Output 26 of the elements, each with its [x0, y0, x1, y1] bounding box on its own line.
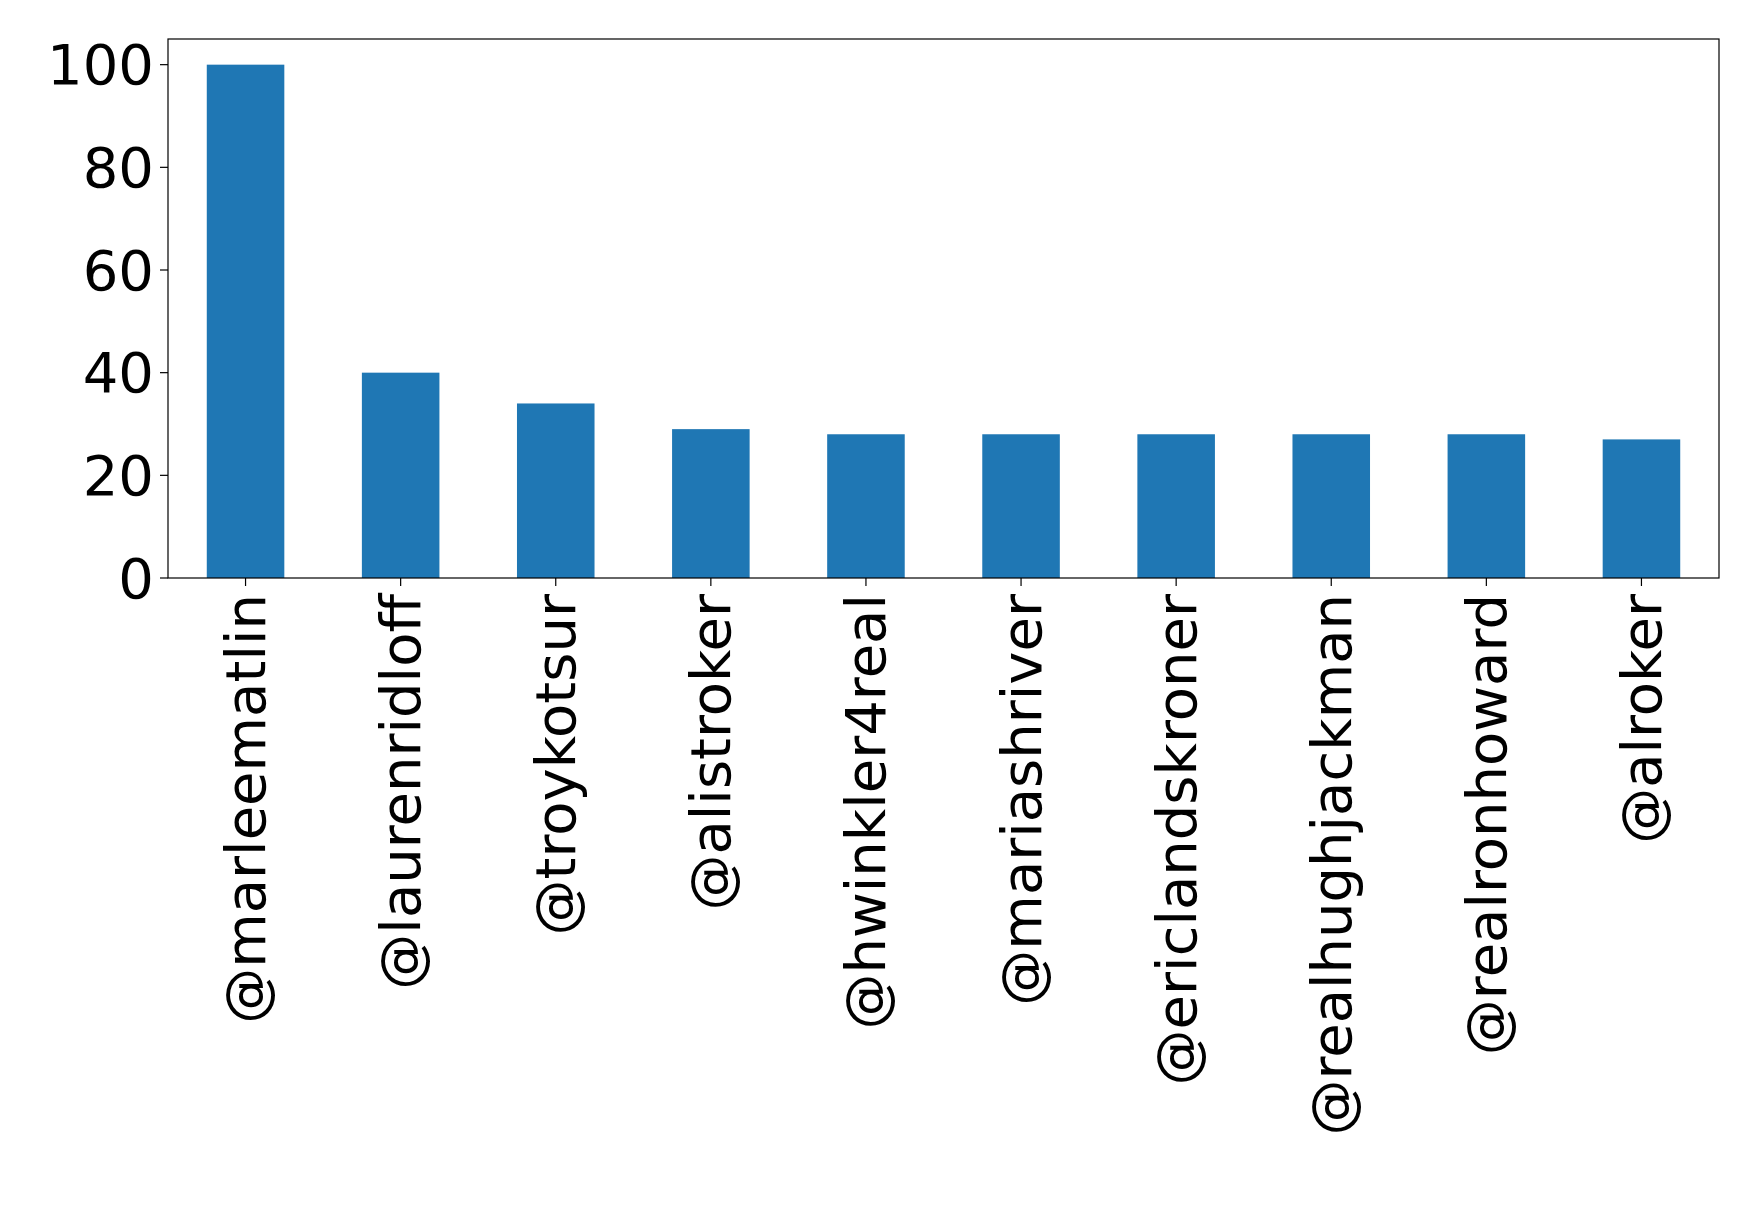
y-tick-label: 60: [82, 237, 154, 303]
x-tick-label: @laurenridloff: [368, 592, 434, 990]
y-tick-label: 100: [47, 32, 154, 98]
bar: [1602, 439, 1681, 578]
bar: [1137, 434, 1215, 578]
x-tick-label: @realronhoward: [1453, 594, 1519, 1056]
y-tick-label: 20: [82, 442, 154, 508]
x-tick-label: @alistroker: [678, 593, 744, 911]
bar: [361, 372, 440, 578]
y-tick-label: 40: [82, 340, 154, 406]
x-tick-label: @troykotsur: [523, 593, 589, 936]
bar: [206, 64, 285, 578]
x-tick-label: @realhughjackman: [1298, 594, 1364, 1136]
x-tick-label: @ericlandskroner: [1143, 593, 1209, 1086]
x-tick-label: @hwinkler4real: [833, 594, 899, 1030]
y-tick-label: 0: [118, 545, 154, 611]
x-tick-label: @marleematlin: [213, 594, 279, 1024]
y-tick-label: 80: [82, 134, 154, 200]
bar: [1292, 434, 1371, 578]
bar: [1447, 434, 1526, 578]
bar: [672, 429, 750, 578]
bar: [982, 434, 1060, 578]
bar: [516, 403, 595, 578]
x-tick-label: @alroker: [1608, 593, 1674, 844]
bar: [827, 434, 905, 578]
x-tick-label: @mariashriver: [988, 593, 1054, 1006]
